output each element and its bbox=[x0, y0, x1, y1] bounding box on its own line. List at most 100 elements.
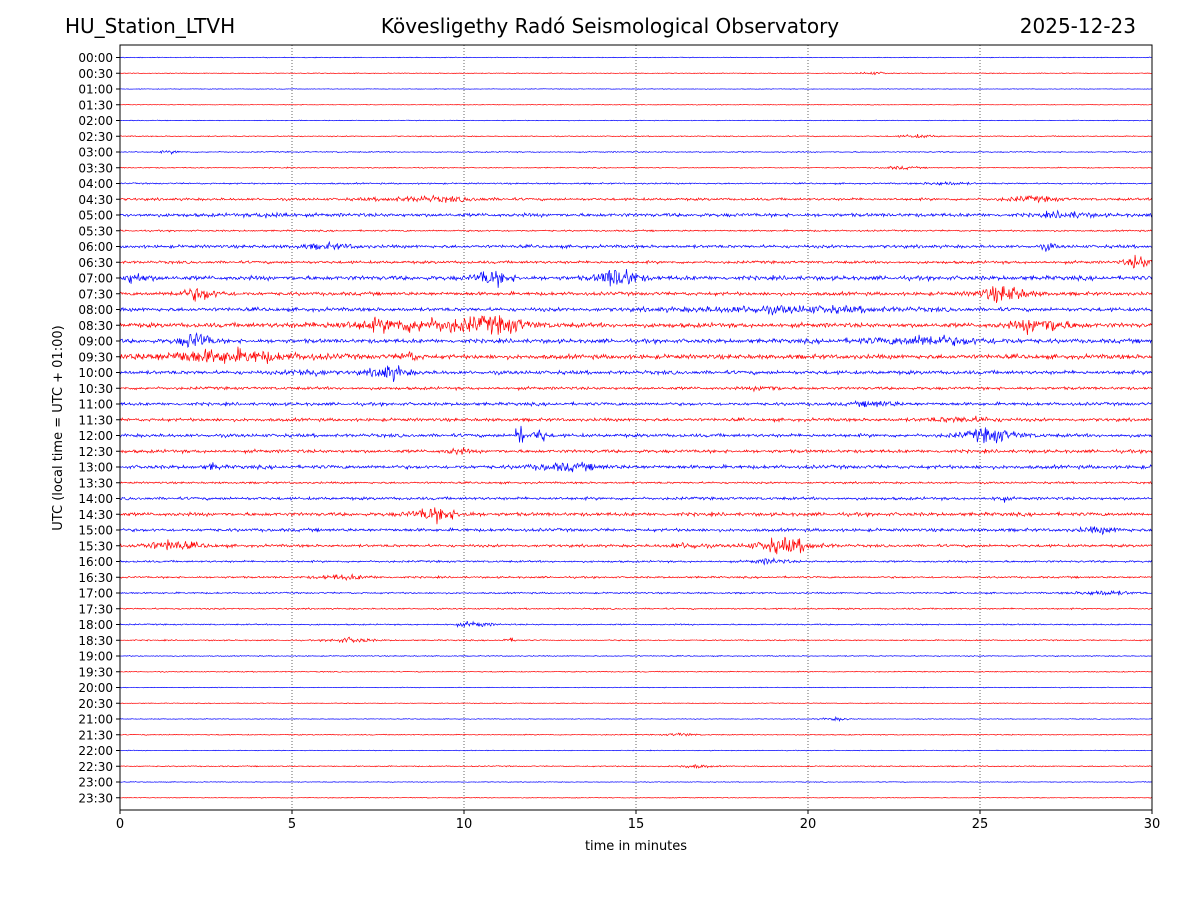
trace-2330 bbox=[119, 796, 1153, 799]
y-tick-label: 21:00 bbox=[78, 713, 113, 727]
y-tick-label: 11:30 bbox=[78, 413, 113, 427]
y-tick-label: 09:30 bbox=[78, 350, 113, 364]
trace-2130 bbox=[119, 732, 1153, 737]
y-tick-label: 12:30 bbox=[78, 445, 113, 459]
y-tick-label: 09:00 bbox=[78, 335, 113, 349]
trace-1100 bbox=[119, 400, 1153, 408]
y-tick-label: 10:00 bbox=[78, 366, 113, 380]
x-tick-label: 0 bbox=[116, 817, 124, 832]
y-tick-label: 01:30 bbox=[78, 98, 113, 112]
trace-1230 bbox=[119, 447, 1153, 456]
y-tick-label: 22:30 bbox=[78, 760, 113, 774]
y-tick-label: 17:30 bbox=[78, 602, 113, 616]
x-tick-label: 25 bbox=[972, 817, 989, 832]
trace-0700 bbox=[119, 268, 1153, 288]
y-tick-label: 20:30 bbox=[78, 697, 113, 711]
seismic-traces bbox=[119, 56, 1153, 799]
trace-1200 bbox=[119, 425, 1153, 444]
y-tick-label: 14:00 bbox=[78, 492, 113, 506]
y-tick-label: 22:00 bbox=[78, 744, 113, 758]
trace-0000 bbox=[119, 56, 1153, 59]
grid-lines bbox=[291, 45, 981, 810]
y-tick-label: 17:00 bbox=[78, 587, 113, 601]
y-tick-label: 12:00 bbox=[78, 429, 113, 443]
y-tick-label: 03:00 bbox=[78, 146, 113, 160]
y-tick-label: 01:00 bbox=[78, 83, 113, 97]
y-tick-label: 23:00 bbox=[78, 776, 113, 790]
trace-0430 bbox=[119, 194, 1153, 204]
trace-2030 bbox=[120, 702, 1153, 705]
y-tick-label: 05:30 bbox=[78, 224, 113, 238]
y-tick-label: 08:30 bbox=[78, 319, 113, 333]
y-tick-label: 07:00 bbox=[78, 272, 113, 286]
trace-2300 bbox=[119, 781, 1153, 783]
trace-0630 bbox=[119, 254, 1153, 269]
trace-0930 bbox=[119, 346, 1153, 364]
trace-0230 bbox=[119, 133, 1153, 139]
trace-2200 bbox=[119, 749, 1153, 752]
trace-0200 bbox=[119, 119, 1153, 122]
y-axis-label: UTC (local time = UTC + 01:00) bbox=[51, 325, 66, 530]
trace-0530 bbox=[119, 229, 1153, 233]
trace-1700 bbox=[119, 589, 1153, 596]
x-tick-label: 10 bbox=[456, 817, 473, 832]
y-tick-label: 04:00 bbox=[78, 177, 113, 191]
trace-2000 bbox=[119, 686, 1153, 689]
y-tick-label: 00:30 bbox=[78, 67, 113, 81]
y-tick-label: 00:00 bbox=[78, 51, 113, 65]
y-tick-label: 02:00 bbox=[78, 114, 113, 128]
trace-1500 bbox=[119, 525, 1153, 536]
trace-0800 bbox=[119, 304, 1153, 316]
y-tick-label: 21:30 bbox=[78, 728, 113, 742]
y-tick-label: 16:30 bbox=[78, 571, 113, 585]
trace-1930 bbox=[119, 670, 1153, 673]
trace-2100 bbox=[119, 715, 1153, 723]
y-tick-label: 20:00 bbox=[78, 681, 113, 695]
chart-date: 2025-12-23 bbox=[1019, 14, 1136, 38]
trace-1530 bbox=[119, 536, 1153, 555]
y-tick-label: 05:00 bbox=[78, 209, 113, 223]
trace-1000 bbox=[119, 365, 1153, 382]
y-tick-label: 06:30 bbox=[78, 256, 113, 270]
trace-1400 bbox=[119, 495, 1153, 503]
x-tick-label: 20 bbox=[800, 817, 817, 832]
x-tick-label: 5 bbox=[288, 817, 296, 832]
x-tick-label: 30 bbox=[1144, 817, 1161, 832]
trace-1330 bbox=[119, 480, 1153, 485]
y-tick-label: 18:30 bbox=[78, 634, 113, 648]
y-tick-label: 14:30 bbox=[78, 508, 113, 522]
y-tick-label: 04:30 bbox=[78, 193, 113, 207]
y-tick-label: 10:30 bbox=[78, 382, 113, 396]
trace-0500 bbox=[119, 209, 1153, 220]
trace-0100 bbox=[120, 88, 1153, 90]
trace-1430 bbox=[119, 507, 1153, 525]
trace-0900 bbox=[119, 332, 1153, 349]
trace-1130 bbox=[119, 415, 1153, 424]
x-axis-label: time in minutes bbox=[585, 839, 687, 854]
trace-1800 bbox=[119, 620, 1153, 628]
trace-1630 bbox=[119, 573, 1153, 582]
trace-1830 bbox=[119, 636, 1153, 644]
x-axis: 0 5 10 15 20 25 30 bbox=[116, 810, 1160, 832]
station-name: HU_Station_LTVH bbox=[65, 14, 236, 38]
trace-0030 bbox=[119, 71, 1153, 76]
trace-1600 bbox=[119, 557, 1153, 566]
y-tick-label: 08:00 bbox=[78, 303, 113, 317]
trace-1300 bbox=[119, 461, 1153, 473]
trace-1730 bbox=[119, 607, 1153, 611]
y-tick-label: 13:00 bbox=[78, 461, 113, 475]
chart-title: Kövesligethy Radó Seismological Observat… bbox=[380, 14, 840, 38]
y-tick-label: 03:30 bbox=[78, 161, 113, 175]
trace-2230 bbox=[119, 764, 1153, 769]
y-tick-label: 23:30 bbox=[78, 791, 113, 805]
y-tick-label: 19:30 bbox=[78, 665, 113, 679]
trace-1900 bbox=[119, 654, 1153, 658]
x-tick-label: 15 bbox=[628, 817, 645, 832]
y-tick-label: 18:00 bbox=[78, 618, 113, 632]
y-tick-label: 02:30 bbox=[78, 130, 113, 144]
trace-0130 bbox=[119, 103, 1153, 106]
y-tick-label: 16:00 bbox=[78, 555, 113, 569]
trace-1030 bbox=[119, 385, 1153, 393]
